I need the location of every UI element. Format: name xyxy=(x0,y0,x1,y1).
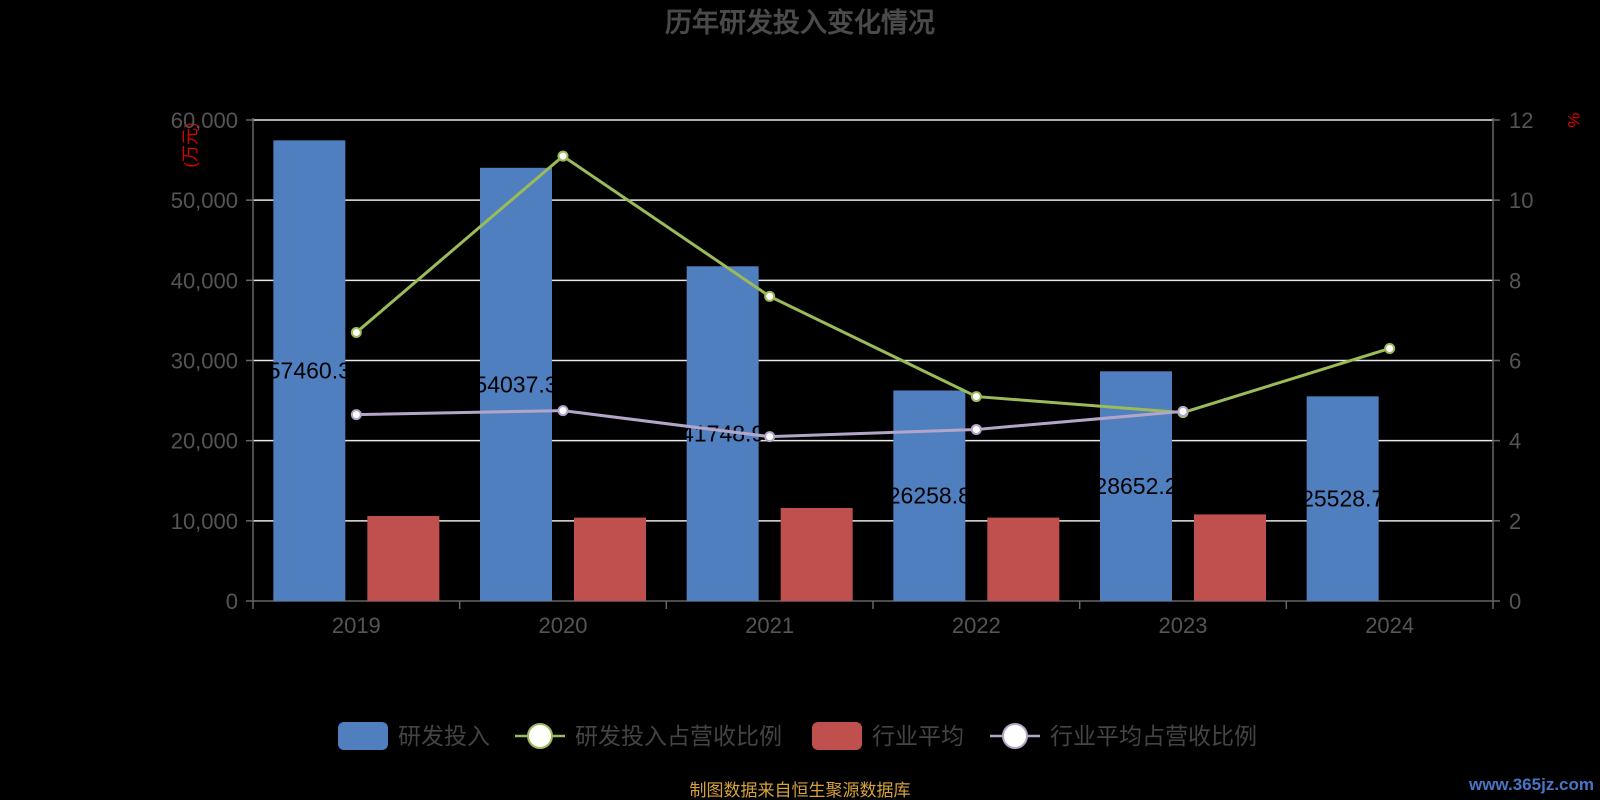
line-point xyxy=(970,423,982,435)
y-left-tick-label: 50,000 xyxy=(171,188,238,213)
y-left-tick-label: 20,000 xyxy=(171,429,238,454)
bars xyxy=(273,140,1379,602)
legend-swatch xyxy=(812,722,862,750)
legend-marker xyxy=(1002,723,1028,749)
bar-data-label: 54037.3 xyxy=(474,371,557,397)
line-point xyxy=(557,405,569,417)
bar-data-label: 25528.7 xyxy=(1301,486,1384,512)
bar-data-label: 28652.2 xyxy=(1094,473,1177,499)
x-tick-label: 2023 xyxy=(1159,613,1208,638)
y-left-tick-label: 0 xyxy=(226,589,238,614)
legend-swatch xyxy=(338,722,388,750)
x-tick-label: 2019 xyxy=(332,613,381,638)
x-tick-label: 2024 xyxy=(1365,613,1414,638)
chart-title: 历年研发投入变化情况 xyxy=(665,7,935,38)
bar xyxy=(273,140,346,601)
y-right-tick-label: 2 xyxy=(1509,509,1521,534)
bar-data-label: 26258.8 xyxy=(888,483,971,509)
y-left-tick-label: 30,000 xyxy=(171,349,238,374)
line-point xyxy=(350,326,362,338)
y-left-tick-label: 40,000 xyxy=(171,268,238,293)
y-right-tick-label: 10 xyxy=(1509,188,1533,213)
bar xyxy=(574,517,646,601)
data-source-note: 制图数据来自恒生聚源数据库 xyxy=(690,781,911,800)
legend[interactable]: 研发投入 研发投入占营收比例 行业平均 行业平均占营收比例 xyxy=(338,722,1257,750)
bar xyxy=(1194,514,1266,601)
bar xyxy=(780,508,853,601)
y-right-tick-label: 6 xyxy=(1509,349,1521,374)
bar xyxy=(987,517,1060,601)
y-right-tick-label: 12 xyxy=(1509,108,1533,133)
line-point xyxy=(350,409,362,421)
bar xyxy=(893,390,966,601)
series-line xyxy=(355,154,1391,415)
legend-marker xyxy=(527,723,553,749)
grid-lines xyxy=(253,119,1493,522)
legend-item-label: 研发投入占营收比例 xyxy=(575,723,782,749)
line-point xyxy=(764,290,776,302)
line-point xyxy=(1384,342,1396,354)
y-right-tick-label: 4 xyxy=(1509,429,1521,454)
y-right-tick-label: 0 xyxy=(1509,589,1521,614)
line-point xyxy=(557,150,569,162)
bar xyxy=(1306,396,1379,601)
line-point xyxy=(764,431,776,443)
bar xyxy=(480,167,552,602)
x-tick-label: 2022 xyxy=(952,613,1001,638)
line-point xyxy=(970,391,982,403)
x-tick-label: 2021 xyxy=(745,613,794,638)
legend-item-label: 行业平均占营收比例 xyxy=(1050,723,1257,749)
y-left-tick-label: 10,000 xyxy=(171,509,238,534)
lines xyxy=(350,150,1396,443)
y-left-tick-label: 60,000 xyxy=(171,108,238,133)
right-axis-unit: % xyxy=(1564,112,1583,127)
bar xyxy=(367,516,440,601)
line-point xyxy=(1177,405,1189,417)
axes: 0 0 10,000 2 20,000 4 30,000 6 40,000 8 50,000 10 60… xyxy=(171,108,1534,638)
left-axis-unit: (万元) xyxy=(181,122,200,167)
legend-item-label: 行业平均 xyxy=(872,723,964,749)
y-right-tick-label: 8 xyxy=(1509,268,1521,293)
legend-item-label: 研发投入 xyxy=(398,723,490,749)
watermark: www.365jz.com xyxy=(1468,775,1594,794)
x-tick-label: 2020 xyxy=(539,613,588,638)
bar-data-label: 57460.3 xyxy=(268,358,351,384)
